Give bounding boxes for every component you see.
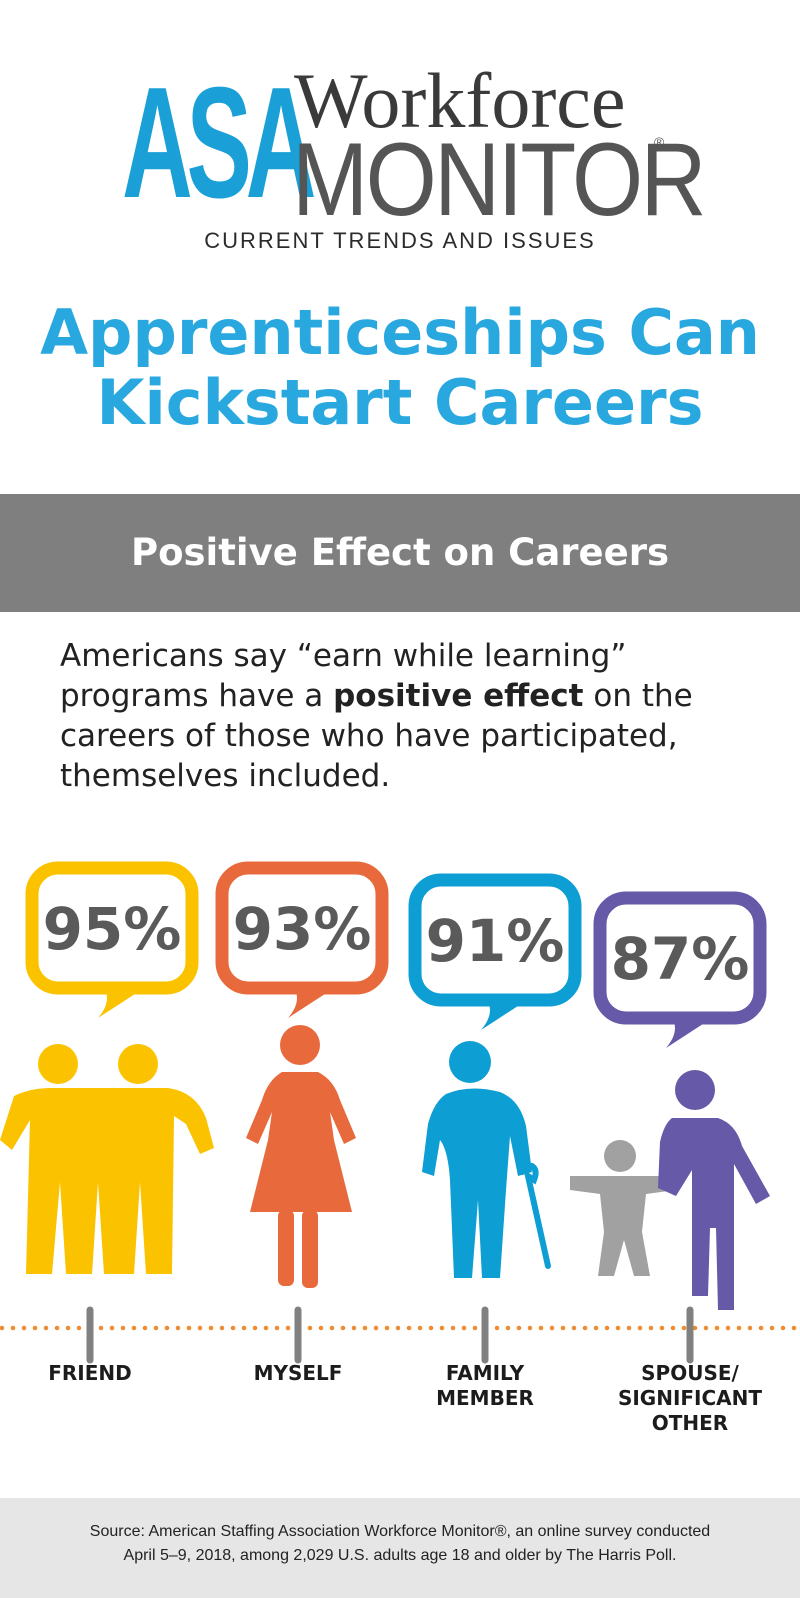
speech-bubble-1 [215, 861, 389, 995]
elder-body [422, 1088, 532, 1278]
speech-bubble-tail-1 [288, 992, 328, 1018]
category-label-1-0: MYSELF [254, 1361, 343, 1385]
percent-label-2: 91% [426, 907, 565, 975]
speech-bubble-tail-0 [98, 992, 138, 1018]
elder-head [449, 1041, 491, 1083]
logo: ASA Workforce MONITOR ® CURRENT TRENDS A… [0, 0, 800, 260]
logo-monitor-text: MONITOR [292, 122, 707, 238]
headline-line-2: Kickstart Careers [96, 366, 704, 439]
woman-leg-right [302, 1210, 318, 1288]
woman-head [280, 1025, 320, 1065]
friend-head-0 [38, 1044, 78, 1084]
headline: Apprenticeships Can Kickstart Careers [0, 298, 800, 438]
section-title: Positive Effect on Careers [130, 531, 670, 574]
headline-line-1: Apprenticeships Can [40, 296, 760, 369]
source-note-line-1: Source: American Staffing Association Wo… [89, 1523, 711, 1540]
logo-tagline: CURRENT TRENDS AND ISSUES [204, 228, 596, 253]
intro-text-after: on the careers of those who have partici… [60, 678, 693, 794]
parent-and-child-icon [570, 1070, 770, 1310]
logo-registered-mark: ® [654, 134, 665, 150]
category-label-3-1: SIGNIFICANT [618, 1386, 762, 1410]
percent-label-0: 95% [43, 895, 182, 963]
intro-text-bold: positive effect [333, 678, 584, 714]
friend-head-1 [118, 1044, 158, 1084]
speech-bubble-0 [25, 861, 199, 995]
elderly-man-with-cane-icon [422, 1041, 551, 1278]
speech-bubble-tail-3 [666, 1022, 706, 1048]
category-label-2-1: MEMBER [436, 1386, 534, 1410]
section-band: Positive Effect on Careers [0, 494, 800, 612]
category-label-2-0: FAMILY [446, 1361, 525, 1385]
speech-bubble-3 [593, 891, 767, 1025]
source-note: Source: American Staffing Association Wo… [40, 1520, 760, 1568]
intro-text-before: Americans say “earn while learning” prog… [60, 638, 627, 714]
logo-workforce-text: Workforce [294, 57, 626, 144]
friends-body [0, 1088, 214, 1274]
percent-label-3: 87% [611, 925, 750, 993]
percent-label-1: 93% [233, 895, 372, 963]
category-label-3-2: OTHER [652, 1411, 728, 1435]
category-group-1: 93% MYSELF [215, 861, 389, 1385]
parent-head [675, 1070, 715, 1110]
intro-paragraph: Americans say “earn while learning” prog… [60, 636, 750, 796]
speech-bubble-tail-2 [481, 1004, 521, 1030]
category-group-0: 95% FRIEND [0, 861, 214, 1385]
logo-asa-text: ASA [122, 55, 316, 231]
parent-body [658, 1118, 770, 1310]
cane [519, 1162, 551, 1269]
source-note-line-2: April 5–9, 2018, among 2,029 U.S. adults… [123, 1547, 677, 1564]
child-body [570, 1176, 676, 1276]
child-head [604, 1140, 636, 1172]
woman-icon [246, 1025, 356, 1288]
source-footer: Source: American Staffing Association Wo… [0, 1498, 800, 1598]
two-friends-icon [0, 1044, 214, 1274]
woman-leg-left [278, 1210, 294, 1286]
category-label-3-0: SPOUSE/ [641, 1361, 739, 1385]
speech-bubble-2 [408, 873, 582, 1007]
woman-dress [246, 1072, 356, 1212]
category-label-0-0: FRIEND [48, 1361, 132, 1385]
